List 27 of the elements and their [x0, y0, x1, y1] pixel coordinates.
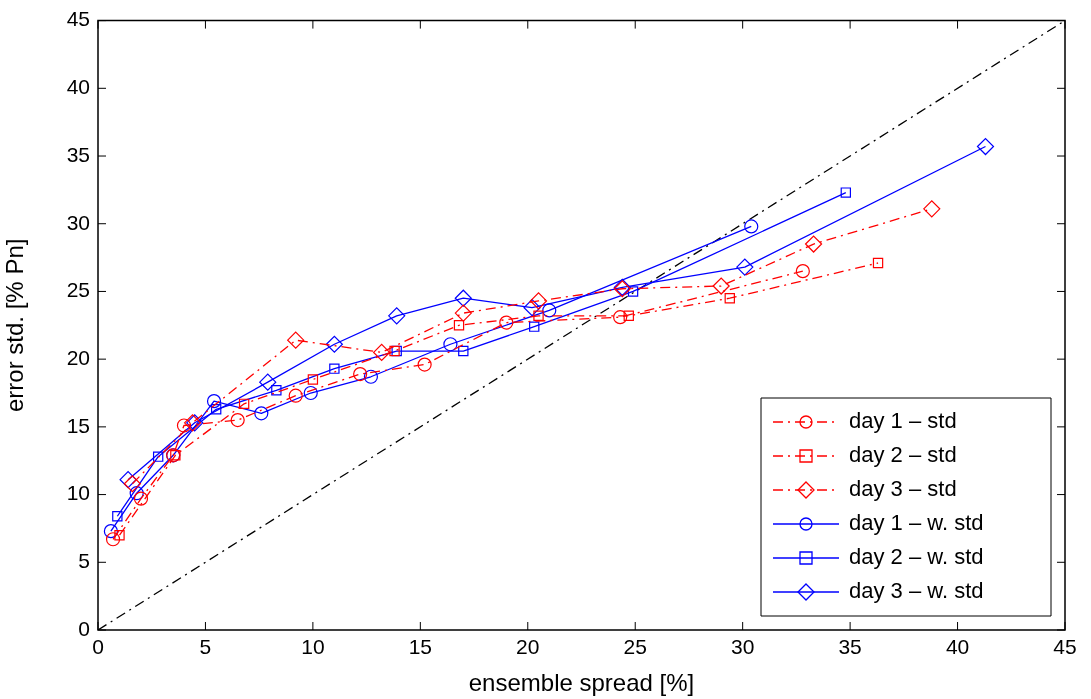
x-tick-label: 10	[301, 635, 325, 659]
x-tick-label: 45	[1053, 635, 1077, 659]
x-tick-label: 40	[945, 635, 970, 659]
legend-label: day 2 – w. std	[849, 544, 984, 570]
x-tick-label: 20	[516, 635, 540, 659]
x-tick-label: 15	[408, 635, 433, 659]
x-axis-title: ensemble spread [%]	[468, 669, 695, 697]
x-tick-label: 25	[623, 635, 647, 659]
legend-label: day 2 – std	[849, 442, 957, 468]
y-tick-label: 25	[66, 278, 90, 302]
legend-label: day 1 – std	[849, 408, 957, 434]
legend-label: day 1 – w. std	[849, 510, 984, 536]
legend-label: day 3 – w. std	[849, 578, 984, 604]
y-tick-label: 35	[66, 142, 90, 166]
y-tick-label: 0	[78, 616, 90, 640]
y-tick-label: 40	[66, 75, 90, 99]
x-tick-label: 5	[199, 635, 212, 659]
y-axis-title: error std. [% Pn]	[1, 238, 29, 412]
y-tick-label: 45	[66, 7, 90, 31]
y-tick-label: 20	[66, 345, 90, 369]
y-tick-label: 15	[66, 413, 90, 437]
x-tick-label: 35	[838, 635, 862, 659]
legend-label: day 3 – std	[849, 476, 957, 502]
y-tick-label: 30	[66, 210, 90, 234]
x-tick-label: 30	[730, 635, 755, 659]
y-tick-label: 10	[66, 481, 90, 505]
y-tick-label: 5	[78, 549, 90, 573]
